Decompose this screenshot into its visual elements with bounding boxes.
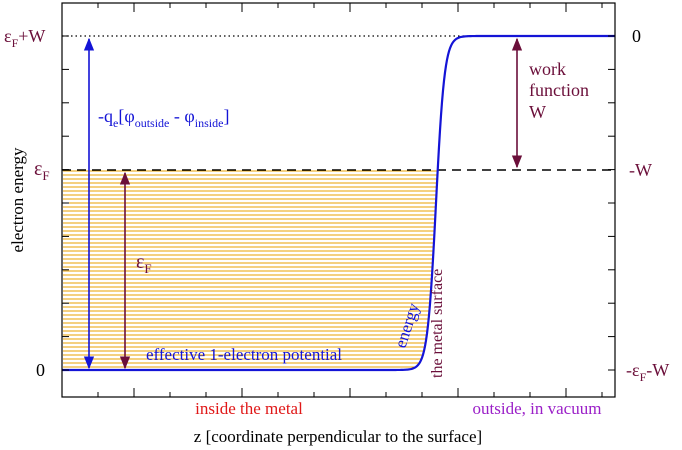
- right-tick-zero: 0: [632, 26, 641, 46]
- potential-difference-label: -qe[φoutside - φinside]: [98, 106, 229, 130]
- left-tick-fermi: εF: [34, 158, 50, 183]
- outside-vacuum-label: outside, in vacuum: [473, 399, 602, 418]
- axis-ticks: [62, 3, 615, 397]
- fermi-sea-fill: [63, 170, 437, 368]
- potential-curve: [62, 34, 615, 372]
- work-function-label-line3: W: [529, 102, 546, 122]
- right-tick-minus-fermi-minus-w: -εF-W: [626, 360, 669, 384]
- fermi-energy-label: εF: [136, 251, 152, 276]
- x-axis-label: z [coordinate perpendicular to the surfa…: [194, 427, 482, 446]
- right-tick-minus-w: -W: [629, 160, 652, 180]
- left-tick-fermi-plus-w: εF+W: [4, 26, 45, 50]
- left-tick-zero: 0: [36, 360, 45, 380]
- potential-curve-label: effective 1-electron potential: [146, 345, 342, 364]
- plot-frame: [61, 2, 616, 398]
- work-function-label-line2: function: [529, 80, 589, 100]
- inside-metal-label: inside the metal: [195, 399, 303, 418]
- metal-surface-label: the metal surface: [429, 269, 446, 378]
- y-axis-label: electron energy: [8, 147, 27, 252]
- work-function-label-line1: work: [529, 59, 566, 79]
